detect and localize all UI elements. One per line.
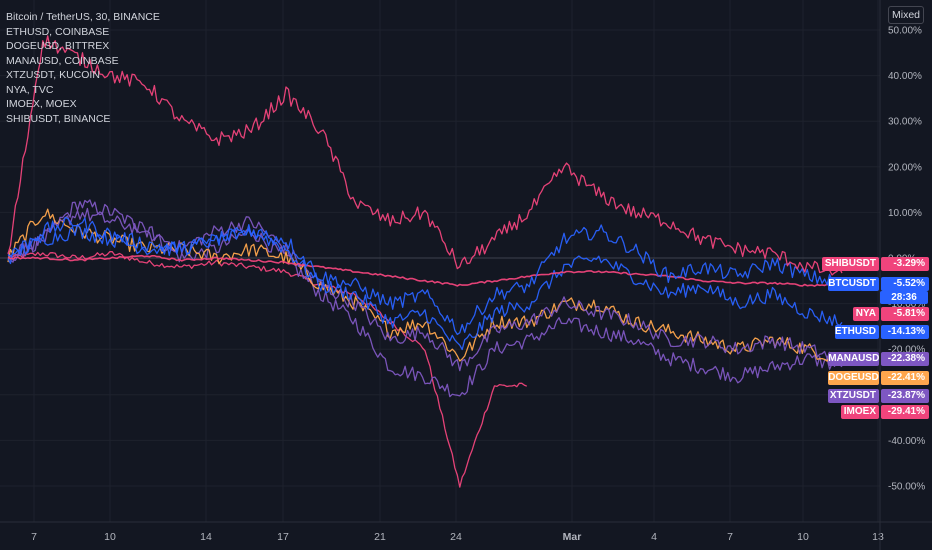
series-line-nya — [7, 254, 843, 287]
legend-item[interactable]: MANAUSD, COINBASE — [6, 54, 119, 67]
x-tick-label: 21 — [374, 531, 386, 543]
series-name-tag-xtzusdt: XTZUSDT — [828, 389, 879, 403]
series-line-shibusdt — [7, 35, 843, 276]
legend-item[interactable]: ETHUSD, COINBASE — [6, 25, 110, 38]
x-tick-label: 24 — [450, 531, 462, 543]
y-tick-label: -40.00% — [888, 436, 925, 447]
scale-mode-button[interactable]: Mixed — [888, 6, 924, 24]
series-value-tag-imoex: -29.41% — [881, 405, 929, 419]
series-name-tag-imoex: IMOEX — [841, 405, 879, 419]
x-tick-label: 4 — [651, 531, 657, 543]
series-value-tag-xtzusdt: -23.87% — [881, 389, 929, 403]
x-tick-label: 10 — [797, 531, 809, 543]
y-tick-label: 30.00% — [888, 117, 922, 128]
x-tick-label: 7 — [727, 531, 733, 543]
legend-item[interactable]: XTZUSDT, KUCOIN — [6, 69, 100, 81]
series-line-manausd — [7, 207, 843, 372]
legend-item[interactable]: DOGEUSD, BITTREX — [6, 40, 110, 52]
series-line-xtzusdt — [7, 199, 843, 398]
y-tick-label: 50.00% — [888, 26, 922, 37]
y-tick-label: -20.00% — [888, 345, 925, 356]
series-value-tag-btcusdt: -5.52% — [881, 277, 929, 291]
series-line-ethusd — [7, 224, 843, 351]
legend-item[interactable]: SHIBUSDT, BINANCE — [6, 112, 111, 125]
series-value-tag-dogeusd: -22.41% — [881, 371, 929, 385]
series-name-tag-dogeusd: DOGEUSD — [828, 371, 879, 385]
series-value-tag-shibusdt: -3.29% — [881, 257, 929, 271]
y-tick-label: -50.00% — [888, 482, 925, 493]
y-tick-label: 20.00% — [888, 162, 922, 173]
series-value-tag-ethusd: -14.13% — [881, 325, 929, 339]
x-tick-label: 17 — [277, 531, 289, 543]
series-value-tag-nya: -5.81% — [881, 307, 929, 321]
y-tick-label: 10.00% — [888, 208, 922, 219]
legend-item[interactable]: IMOEX, MOEX — [6, 98, 77, 110]
series-name-tag-nya: NYA — [853, 307, 879, 321]
series-name-tag-ethusd: ETHUSD — [834, 325, 879, 339]
series-name-tag-btcusdt: BTCUSDT — [828, 277, 879, 291]
series-value-tag-manausd: -22.38% — [881, 352, 929, 366]
legend-item[interactable]: NYA, TVC — [6, 83, 54, 96]
bar-countdown: 28:36 — [880, 291, 928, 304]
legend-item[interactable]: Bitcoin / TetherUS, 30, BINANCE — [6, 11, 160, 23]
series-name-tag-manausd: MANAUSD — [828, 352, 880, 366]
x-tick-label: 7 — [31, 531, 37, 543]
x-tick-label: 10 — [104, 531, 116, 543]
series-name-tag-shibusdt: SHIBUSDT — [821, 257, 879, 271]
chart-legend: Bitcoin / TetherUS, 30, BINANCE ETHUSD, … — [6, 10, 160, 126]
series-line-imoex — [7, 251, 528, 488]
y-tick-label: -10.00% — [888, 299, 925, 310]
series-line-btcusdt — [7, 216, 843, 336]
y-tick-label: 40.00% — [888, 71, 922, 82]
x-tick-label: Mar — [563, 531, 582, 543]
x-tick-label: 13 — [872, 531, 884, 543]
x-tick-label: 14 — [200, 531, 212, 543]
